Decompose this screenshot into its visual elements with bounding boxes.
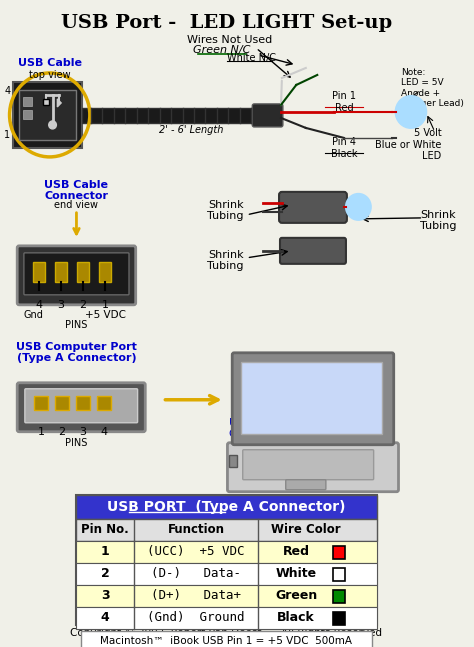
Circle shape — [346, 194, 371, 220]
Text: 3: 3 — [58, 300, 64, 310]
FancyBboxPatch shape — [55, 262, 67, 282]
FancyBboxPatch shape — [76, 585, 376, 607]
FancyBboxPatch shape — [77, 262, 89, 282]
FancyBboxPatch shape — [100, 262, 111, 282]
Text: Gnd: Gnd — [24, 310, 44, 320]
FancyBboxPatch shape — [228, 443, 399, 492]
FancyBboxPatch shape — [232, 353, 394, 444]
FancyBboxPatch shape — [76, 607, 376, 629]
FancyBboxPatch shape — [24, 253, 129, 295]
Text: 2' - 6' Length: 2' - 6' Length — [159, 125, 223, 135]
Text: White N/C: White N/C — [228, 53, 276, 63]
FancyBboxPatch shape — [19, 90, 76, 140]
Text: 2: 2 — [101, 567, 109, 580]
FancyBboxPatch shape — [243, 450, 374, 479]
Text: USB Cable
Connector: USB Cable Connector — [45, 180, 109, 201]
Text: 3: 3 — [80, 427, 87, 437]
FancyBboxPatch shape — [229, 455, 237, 466]
Text: 4: 4 — [4, 86, 10, 96]
Text: Shrink
Tubing: Shrink Tubing — [207, 250, 244, 272]
Text: 1: 1 — [37, 427, 45, 437]
FancyBboxPatch shape — [280, 238, 346, 264]
Text: USB PORT  (Type A Connector): USB PORT (Type A Connector) — [107, 499, 346, 514]
Text: Note:
LED = 5V
Anode +
(Longer Lead): Note: LED = 5V Anode + (Longer Lead) — [401, 68, 464, 108]
FancyBboxPatch shape — [17, 246, 136, 305]
Text: (D+)   Data+: (D+) Data+ — [151, 589, 241, 602]
FancyBboxPatch shape — [76, 563, 376, 585]
Text: 1: 1 — [101, 300, 109, 310]
Text: Copyright © 2002  Robert Van Deest      All Rights Reserved: Copyright © 2002 Robert Van Deest All Ri… — [71, 628, 383, 638]
FancyBboxPatch shape — [279, 192, 347, 223]
FancyBboxPatch shape — [333, 611, 345, 624]
FancyBboxPatch shape — [241, 362, 382, 433]
Text: 3: 3 — [101, 589, 109, 602]
Text: COMPUTER: COMPUTER — [274, 510, 353, 523]
FancyBboxPatch shape — [76, 396, 90, 410]
FancyBboxPatch shape — [76, 519, 376, 541]
Text: Pin 4
Black: Pin 4 Black — [331, 137, 357, 159]
Text: 4: 4 — [101, 611, 109, 624]
FancyBboxPatch shape — [43, 99, 49, 105]
Text: PINS: PINS — [65, 320, 88, 330]
Text: USB Computer Port
(Type A Connector): USB Computer Port (Type A Connector) — [16, 342, 137, 364]
FancyBboxPatch shape — [82, 108, 254, 123]
FancyBboxPatch shape — [333, 545, 345, 558]
Text: Green: Green — [275, 589, 318, 602]
Text: Pin 1
Red: Pin 1 Red — [332, 91, 356, 113]
Text: Wires Not Used: Wires Not Used — [187, 35, 272, 45]
Text: Green N/C: Green N/C — [193, 45, 250, 55]
Text: 4: 4 — [100, 427, 108, 437]
FancyBboxPatch shape — [333, 567, 345, 580]
Text: (D-)   Data-: (D-) Data- — [151, 567, 241, 580]
FancyBboxPatch shape — [333, 589, 345, 602]
Text: Black: Black — [277, 611, 315, 624]
Text: 4: 4 — [36, 300, 43, 310]
Text: Shrink
Tubing: Shrink Tubing — [207, 200, 244, 221]
Text: 2: 2 — [80, 300, 87, 310]
Text: Wire Color: Wire Color — [271, 523, 341, 536]
Text: USB Cable: USB Cable — [18, 58, 82, 68]
FancyBboxPatch shape — [81, 631, 372, 647]
FancyBboxPatch shape — [25, 389, 137, 422]
Text: top view: top view — [29, 70, 71, 80]
Text: PINS: PINS — [65, 438, 88, 448]
Text: end view: end view — [55, 200, 99, 210]
FancyBboxPatch shape — [76, 541, 376, 563]
FancyBboxPatch shape — [35, 396, 48, 410]
Polygon shape — [57, 99, 61, 107]
Text: 1: 1 — [101, 545, 109, 558]
Text: White: White — [276, 567, 317, 580]
FancyBboxPatch shape — [76, 495, 376, 624]
Text: 1: 1 — [4, 130, 10, 140]
Text: Shrink
Tubing: Shrink Tubing — [420, 210, 457, 232]
Text: Function: Function — [167, 523, 224, 536]
FancyBboxPatch shape — [76, 495, 376, 519]
FancyBboxPatch shape — [252, 104, 283, 127]
Text: (Gnd)  Ground: (Gnd) Ground — [147, 611, 245, 624]
FancyBboxPatch shape — [13, 82, 82, 148]
Text: USB Cable
Connector Port: USB Cable Connector Port — [229, 418, 312, 439]
FancyBboxPatch shape — [98, 396, 111, 410]
FancyBboxPatch shape — [286, 479, 326, 490]
FancyBboxPatch shape — [34, 262, 45, 282]
Text: Red: Red — [283, 545, 310, 558]
Text: +5 VDC: +5 VDC — [85, 310, 126, 320]
Text: USB Port -  LED LIGHT Set-up: USB Port - LED LIGHT Set-up — [61, 14, 392, 32]
FancyBboxPatch shape — [17, 383, 145, 432]
FancyBboxPatch shape — [23, 97, 33, 106]
Text: (UCC)  +5 VDC: (UCC) +5 VDC — [147, 545, 245, 558]
Text: Macintosh™  iBook USB Pin 1 = +5 VDC  500mA: Macintosh™ iBook USB Pin 1 = +5 VDC 500m… — [100, 635, 353, 646]
Circle shape — [396, 96, 426, 128]
Text: 2: 2 — [59, 427, 66, 437]
FancyBboxPatch shape — [23, 110, 33, 119]
FancyBboxPatch shape — [55, 396, 69, 410]
Text: 5 Volt
Blue or White
LED: 5 Volt Blue or White LED — [375, 128, 441, 161]
Circle shape — [49, 121, 56, 129]
Text: Pin No.: Pin No. — [81, 523, 129, 536]
